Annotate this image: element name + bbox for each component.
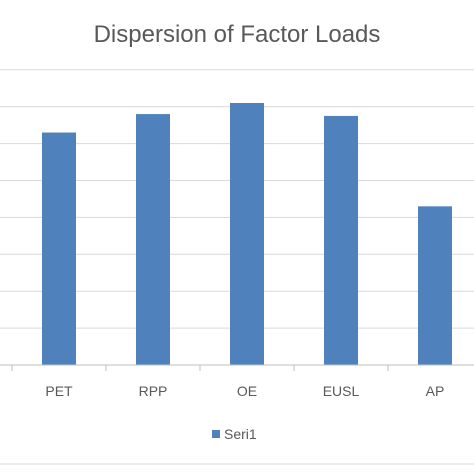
x-tick-label-oe: OE xyxy=(237,383,257,399)
legend-label: Seri1 xyxy=(224,426,257,442)
legend: Seri1 xyxy=(212,426,257,442)
chart-title: Dispersion of Factor Loads xyxy=(94,21,381,48)
x-tick-label-ap: AP xyxy=(426,383,445,399)
x-tick-marks xyxy=(11,365,389,371)
bar-oe xyxy=(230,103,264,365)
bar-pet xyxy=(42,132,76,365)
x-tick-labels: PET RPP OE EUSL AP xyxy=(45,383,444,399)
bar-rpp xyxy=(136,114,170,365)
x-tick-label-eusl: EUSL xyxy=(323,383,360,399)
x-tick-label-rpp: RPP xyxy=(139,383,168,399)
bar-eusl xyxy=(324,115,358,365)
bar-ap xyxy=(418,206,452,365)
legend-swatch xyxy=(212,430,220,438)
bar-series xyxy=(42,103,452,365)
x-tick-label-pet: PET xyxy=(45,383,73,399)
